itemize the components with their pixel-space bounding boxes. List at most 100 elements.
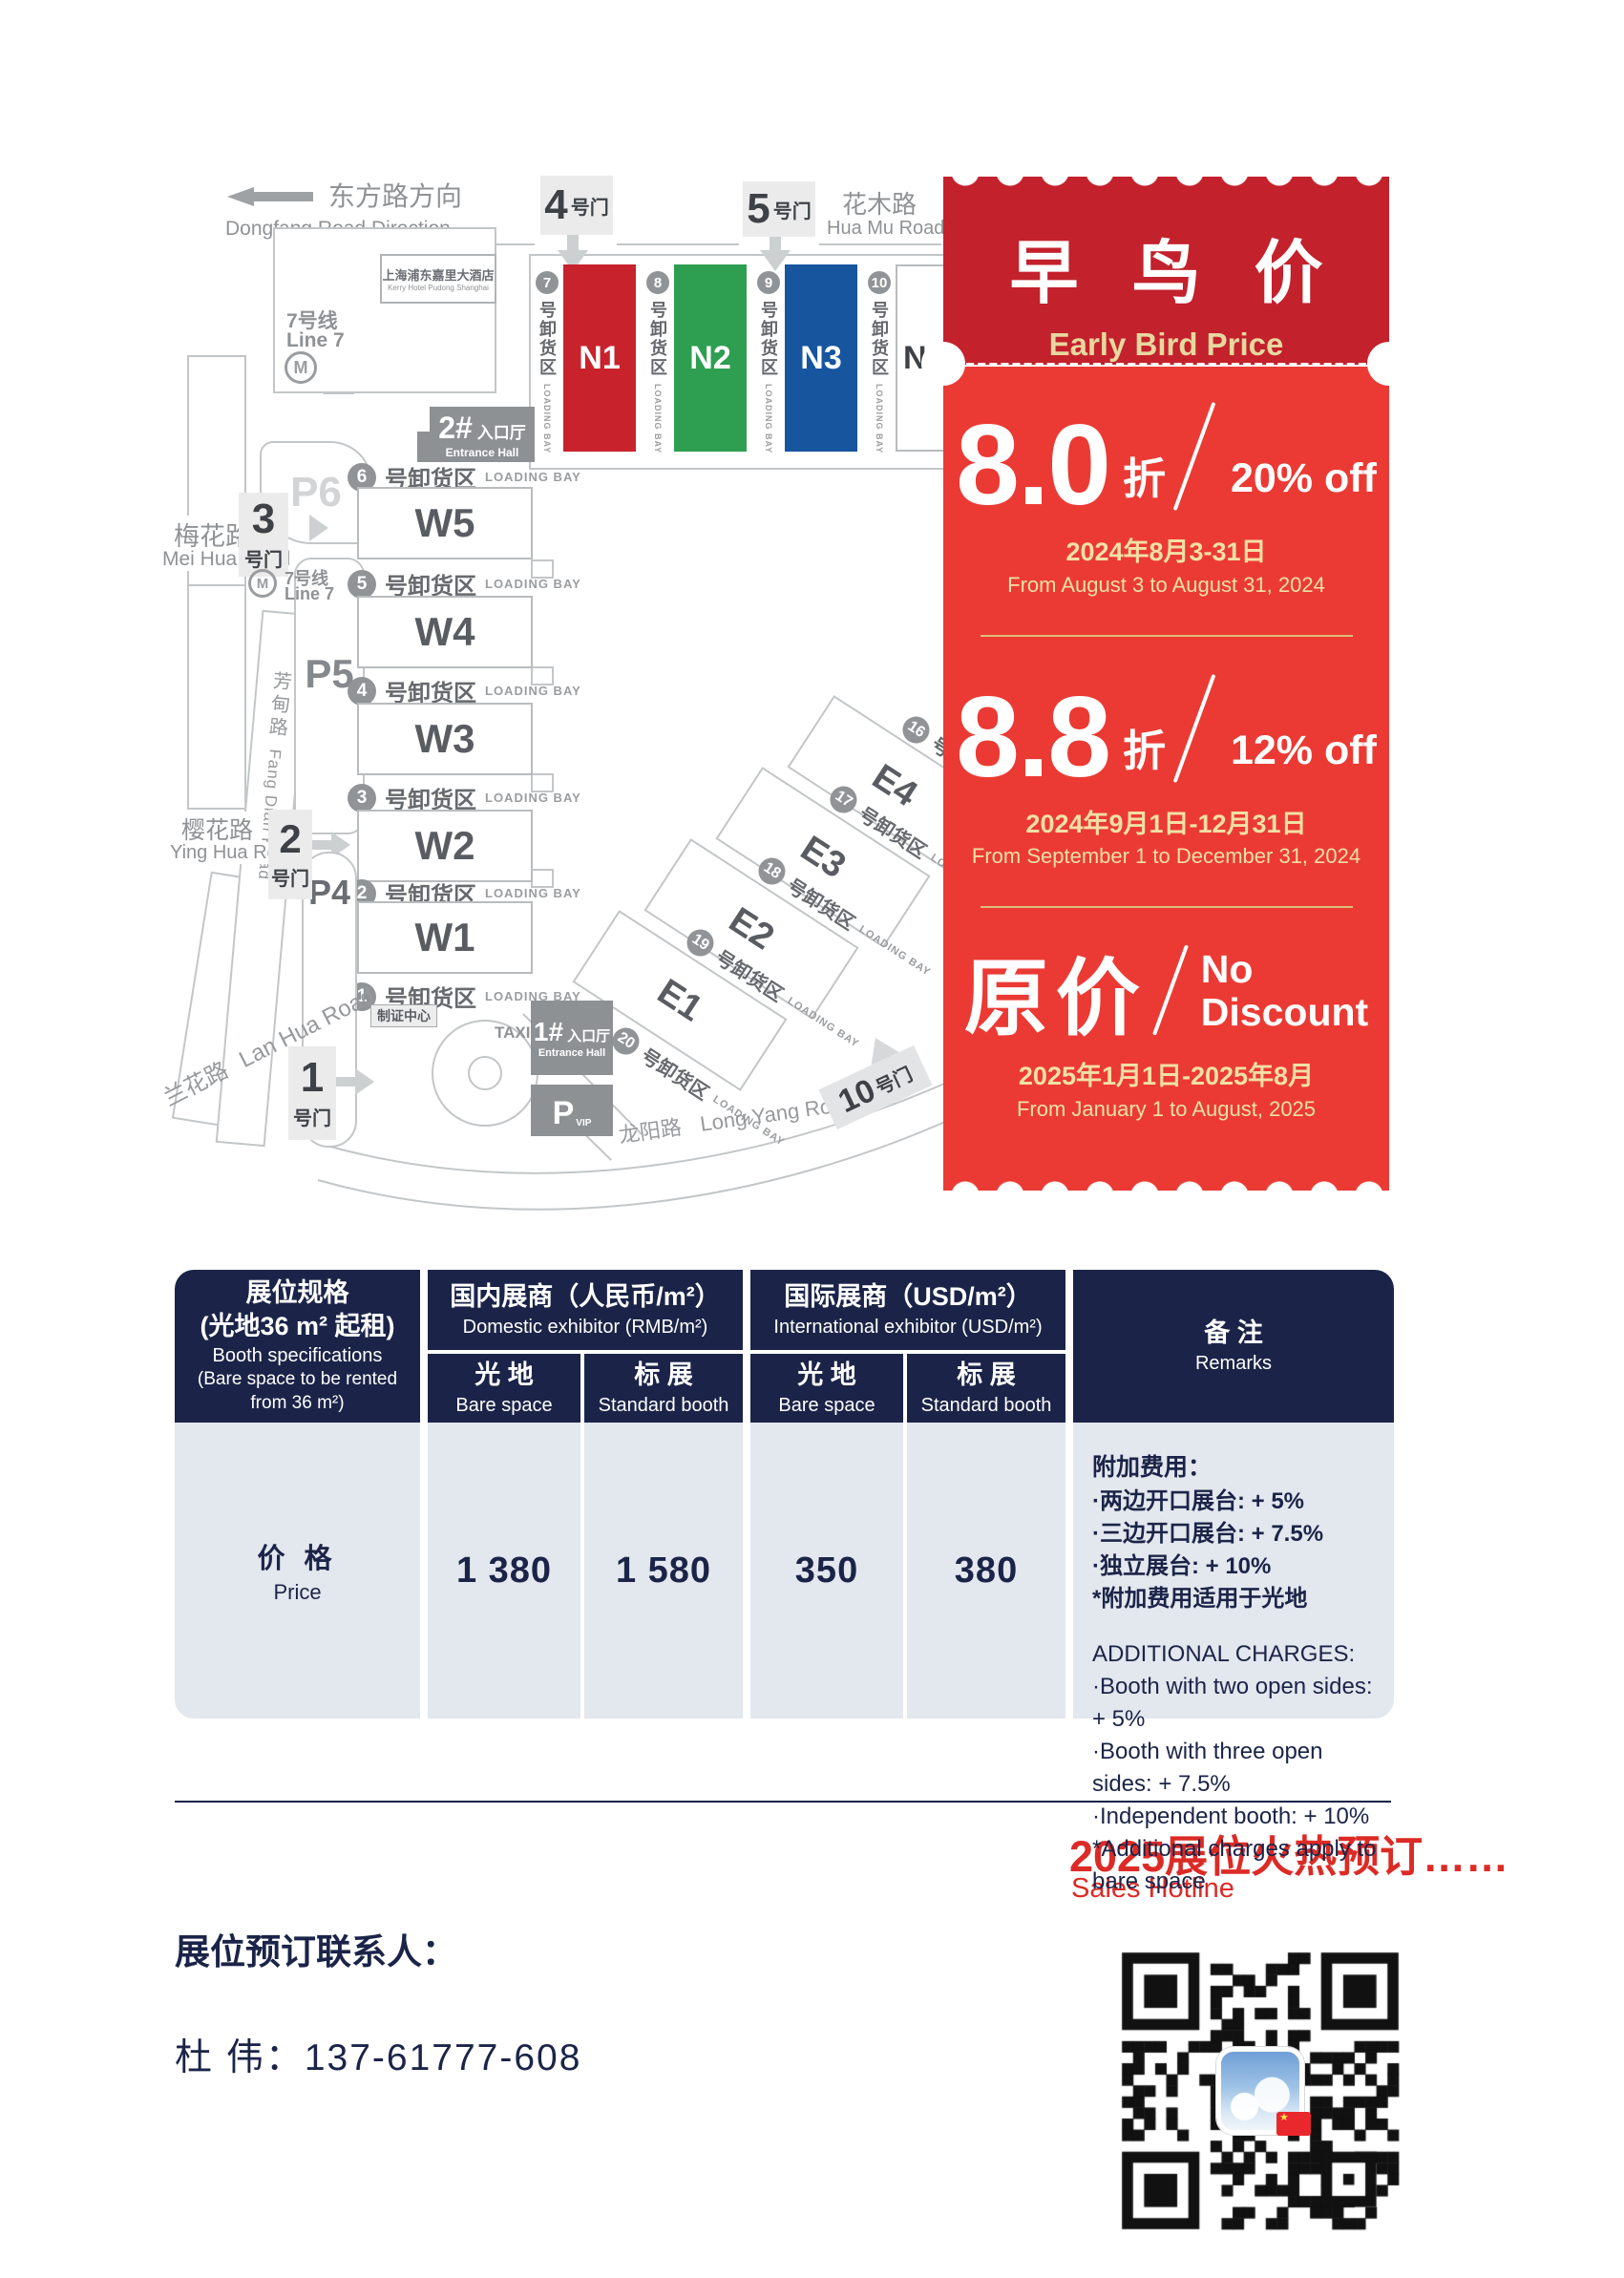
cell-domestic-standard-value: 1 580 [584, 1423, 743, 1719]
loading-bay-label-en: LOADING BAY [485, 989, 581, 1003]
hotline-subtitle: Sales Hotline [1071, 1873, 1234, 1904]
road-line-3 [819, 243, 941, 245]
value-domestic-standard: 1 580 [615, 1550, 712, 1591]
gate-5-arrow-icon [760, 250, 791, 271]
map-stub [531, 666, 554, 686]
loading-bay-5-number: 5 [348, 569, 376, 599]
hall-n2-label: N2 [689, 339, 731, 376]
entrance-1-zh: 入口厅 [567, 1028, 611, 1044]
tier-1-slash [1172, 401, 1216, 512]
loading-bay-label-en: LOADING BAY [485, 577, 581, 591]
note-zh-1: ·两边开口展台: + 5% [1092, 1487, 1305, 1514]
parking-p4-label: P4 [307, 873, 351, 912]
tier-1-zhe: 折 [1122, 454, 1166, 503]
qr-code: ★ [1100, 1930, 1421, 2251]
header-intl-group: 国际展商（USD/m²） International exhibitor (US… [750, 1270, 1065, 1350]
cell-domestic-bare-value: 1 380 [428, 1423, 580, 1719]
header-remarks: 备 注 Remarks [1073, 1270, 1394, 1423]
gate-1: 1 号门 [288, 1046, 336, 1140]
loading-bay-6: 6 号卸货区 LOADING BAY [348, 460, 581, 494]
hotel-name-en: Kerry Hotel Pudong Shanghai [388, 284, 489, 292]
map-stub [531, 559, 554, 579]
entrance-hall-2-tab [417, 432, 431, 462]
taxi-label: TAXI [495, 1023, 531, 1042]
bare-en: Bare space [455, 1394, 553, 1416]
note-zh-3: ·独立展台: + 10% [1092, 1552, 1272, 1579]
hall-w1-label: W1 [414, 915, 475, 960]
note-zh-4: *附加费用适用于光地 [1092, 1585, 1308, 1612]
gate-3-arrow-icon [309, 515, 328, 541]
flag-star: ★ [1279, 2112, 1289, 2123]
tier-3-off-line2: Discount [1200, 990, 1369, 1035]
gate-10-suffix: 号门 [872, 1064, 917, 1100]
header-domestic-group: 国内展商（人民币/m²） Domestic exhibitor (RMB/m²) [428, 1270, 743, 1350]
gate-3-suffix: 号门 [244, 549, 283, 571]
tier-3-off-line1: No [1200, 947, 1254, 991]
cell-intl-standard-value: 380 [907, 1423, 1065, 1719]
loading-bay-label-en: LOADING BAY [653, 384, 663, 454]
tier-2-slash [1172, 673, 1216, 783]
spec-line-5: from 36 m²) [250, 1393, 345, 1414]
note-zh-0: 附加费用： [1092, 1454, 1213, 1481]
contact-section-title: 展位预订联系人： [175, 1932, 457, 1972]
loading-bay-8: 8 号卸货区 LOADING BAY [642, 271, 674, 453]
road-segment-mid [187, 584, 246, 810]
remarks-en: Remarks [1194, 1352, 1272, 1374]
header-intl-standard: 标 展 Standard booth [907, 1354, 1065, 1423]
gate-1-arrow-icon [355, 1068, 374, 1095]
coupon-divider-1 [980, 634, 1353, 637]
tier-2-date-zh: 2024年9月1日-12月31日 [1025, 809, 1307, 838]
coupon-header: 早 鸟 价 Early Bird Price [943, 177, 1389, 365]
tier-3-label: 原价 [963, 950, 1148, 1045]
gate-5: 5 号门 [743, 181, 815, 237]
hall-n1-label: N1 [579, 339, 621, 376]
header-spec: 展位规格 (光地36 m² 起租) Booth specifications (… [175, 1270, 420, 1423]
header-domestic-bare: 光 地 Bare space [428, 1354, 580, 1423]
gate-1-suffix: 号门 [293, 1107, 331, 1129]
entrance-2-zh: 入口厅 [476, 423, 526, 442]
parking-p6-label: P6 [290, 469, 342, 516]
contact-name-phone: 杜 伟：137-61777-608 [175, 2037, 582, 2078]
gate-3: 3 号门 [239, 493, 288, 577]
gate-3-number: 3 [251, 495, 276, 542]
road-line-2 [617, 243, 739, 245]
loading-bay-4: 4 号卸货区 LOADING BAY [348, 674, 581, 707]
entrance-1-en: Entrance Hall [538, 1047, 606, 1059]
loading-bay-9: 9 号卸货区 LOADING BAY [752, 271, 785, 453]
hall-w3-label: W3 [414, 716, 475, 761]
road-line-1 [493, 243, 535, 245]
road-huamu-en: Hua Mu Road [827, 218, 945, 239]
parking-p4: P4 [302, 852, 357, 1148]
entrance-1-number: 1# [533, 1017, 564, 1046]
value-intl-standard: 380 [954, 1550, 1019, 1591]
road-huamu-zh: 花木路 [842, 190, 917, 219]
note-en-4: *Additional charges apply to bare space [1092, 1836, 1377, 1895]
spec-line-4: (Bare space to be rented [197, 1369, 398, 1390]
gate-5-arrow-stem [770, 237, 781, 250]
loading-bay-7: 7 号卸货区 LOADING BAY [531, 271, 563, 453]
loading-bay-5: 5 号卸货区 LOADING BAY [348, 567, 581, 601]
coupon-tier-2: 8.8 折 12% off 2024年9月1日-12月31日 From Sept… [943, 671, 1389, 873]
loading-bay-10-number: 10 [868, 271, 891, 294]
parking-p5-label: P5 [305, 651, 354, 696]
spec-line-2: (光地36 m² 起租) [200, 1312, 395, 1341]
bare-zh: 光 地 [797, 1360, 856, 1390]
note-en-3: ·Independent booth: + 10% [1092, 1803, 1370, 1830]
price-en: Price [273, 1580, 322, 1604]
loading-bay-3: 3 号卸货区 LOADING BAY [348, 781, 581, 814]
hall-w4-label: W4 [414, 609, 475, 654]
loading-bay-label-zh: 号卸货区 [870, 301, 889, 377]
bare-zh: 光 地 [475, 1360, 534, 1390]
gate-2-arrow-stem [312, 840, 331, 850]
metro-logo-icon: M [248, 569, 277, 598]
loading-bay-6-number: 6 [348, 462, 376, 492]
loading-bay-3-number: 3 [348, 783, 376, 812]
tier-3-date-en: From January 1 to August, 2025 [1016, 1096, 1317, 1121]
intl-zh: 国际展商（USD/m²） [784, 1282, 1032, 1312]
coupon-divider-2 [980, 906, 1353, 909]
std-en: Standard booth [920, 1394, 1052, 1416]
price-table: 展位规格 (光地36 m² 起租) Booth specifications (… [175, 1270, 1394, 1894]
entrance-hall-2: 2# 入口厅 Entrance Hall [430, 407, 535, 462]
gate-5-number: 5 [747, 185, 770, 232]
